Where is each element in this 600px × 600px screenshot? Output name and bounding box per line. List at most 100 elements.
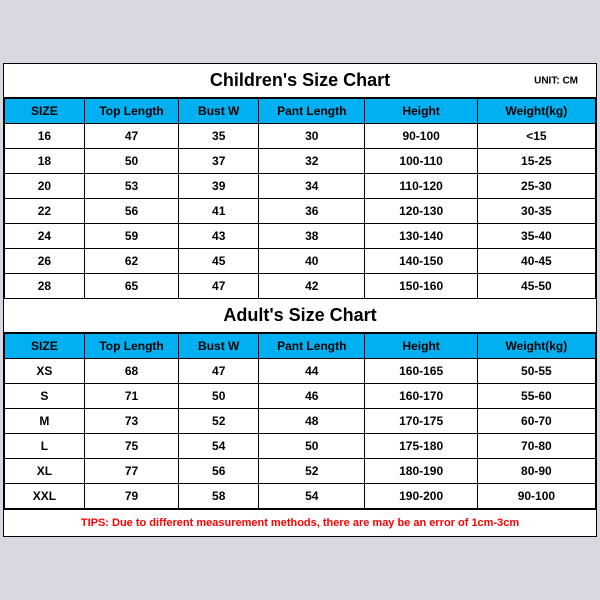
table-cell: 40 [259,249,365,274]
table-cell: 40-45 [477,249,595,274]
table-cell: 48 [259,409,365,434]
table-cell: 26 [5,249,85,274]
table-cell: XL [5,459,85,484]
table-row: 1647353090-100<15 [5,124,596,149]
col-header-height: Height [365,99,477,124]
table-cell: 80-90 [477,459,595,484]
size-charts-container: Children's Size Chart UNIT: CM SIZE Top … [3,63,597,537]
col-header-size: SIZE [5,334,85,359]
table-cell: 110-120 [365,174,477,199]
table-cell: 35-40 [477,224,595,249]
table-cell: 54 [259,484,365,509]
col-header-size: SIZE [5,99,85,124]
table-cell: 180-190 [365,459,477,484]
table-cell: 44 [259,359,365,384]
table-cell: 50-55 [477,359,595,384]
table-cell: 53 [84,174,179,199]
table-cell: L [5,434,85,459]
table-row: M735248170-17560-70 [5,409,596,434]
table-cell: 46 [259,384,365,409]
col-header-height: Height [365,334,477,359]
table-cell: <15 [477,124,595,149]
table-cell: 43 [179,224,259,249]
table-cell: 37 [179,149,259,174]
table-cell: 70-80 [477,434,595,459]
table-cell: 16 [5,124,85,149]
table-cell: 120-130 [365,199,477,224]
table-cell: 24 [5,224,85,249]
col-header-bust: Bust W [179,99,259,124]
col-header-weight: Weight(kg) [477,99,595,124]
table-cell: 79 [84,484,179,509]
table-cell: 160-165 [365,359,477,384]
table-row: 22564136120-13030-35 [5,199,596,224]
table-cell: 47 [84,124,179,149]
col-header-toplen: Top Length [84,99,179,124]
table-cell: 42 [259,274,365,299]
table-cell: 35 [179,124,259,149]
table-cell: 38 [259,224,365,249]
table-cell: 52 [259,459,365,484]
table-cell: 25-30 [477,174,595,199]
table-cell: 50 [259,434,365,459]
children-table-header: SIZE Top Length Bust W Pant Length Heigh… [5,99,596,124]
table-cell: 36 [259,199,365,224]
table-cell: 28 [5,274,85,299]
table-cell: 75 [84,434,179,459]
table-cell: XS [5,359,85,384]
col-header-weight: Weight(kg) [477,334,595,359]
table-cell: 47 [179,274,259,299]
table-cell: 130-140 [365,224,477,249]
table-cell: 90-100 [365,124,477,149]
table-cell: 62 [84,249,179,274]
table-cell: 41 [179,199,259,224]
adult-chart-title: Adult's Size Chart [223,305,376,325]
table-cell: 60-70 [477,409,595,434]
table-cell: 170-175 [365,409,477,434]
table-cell: 56 [179,459,259,484]
table-cell: 32 [259,149,365,174]
table-cell: 45 [179,249,259,274]
children-table-body: 1647353090-100<1518503732100-11015-25205… [5,124,596,299]
table-cell: 90-100 [477,484,595,509]
tips-note: TIPS: Due to different measurement metho… [4,509,596,536]
table-row: L755450175-18070-80 [5,434,596,459]
table-row: 20533934110-12025-30 [5,174,596,199]
adult-size-table: SIZE Top Length Bust W Pant Length Heigh… [4,333,596,509]
children-size-table: SIZE Top Length Bust W Pant Length Heigh… [4,98,596,299]
adult-table-header: SIZE Top Length Bust W Pant Length Heigh… [5,334,596,359]
table-cell: 50 [84,149,179,174]
table-cell: 175-180 [365,434,477,459]
table-cell: 39 [179,174,259,199]
table-cell: 73 [84,409,179,434]
table-cell: 58 [179,484,259,509]
table-cell: XXL [5,484,85,509]
table-cell: M [5,409,85,434]
table-cell: 150-160 [365,274,477,299]
table-cell: 55-60 [477,384,595,409]
table-cell: 140-150 [365,249,477,274]
table-cell: 77 [84,459,179,484]
table-row: 26624540140-15040-45 [5,249,596,274]
col-header-pant: Pant Length [259,334,365,359]
table-cell: 52 [179,409,259,434]
table-row: XS684744160-16550-55 [5,359,596,384]
adult-table-body: XS684744160-16550-55S715046160-17055-60M… [5,359,596,509]
table-cell: 50 [179,384,259,409]
table-row: 28654742150-16045-50 [5,274,596,299]
table-row: 24594338130-14035-40 [5,224,596,249]
table-cell: 30-35 [477,199,595,224]
table-cell: 18 [5,149,85,174]
col-header-pant: Pant Length [259,99,365,124]
table-cell: 30 [259,124,365,149]
table-cell: 100-110 [365,149,477,174]
table-cell: 190-200 [365,484,477,509]
table-cell: 65 [84,274,179,299]
table-cell: 56 [84,199,179,224]
table-cell: 160-170 [365,384,477,409]
children-chart-title: Children's Size Chart [210,70,390,90]
table-row: XL775652180-19080-90 [5,459,596,484]
table-row: S715046160-17055-60 [5,384,596,409]
table-cell: 59 [84,224,179,249]
table-row: 18503732100-11015-25 [5,149,596,174]
